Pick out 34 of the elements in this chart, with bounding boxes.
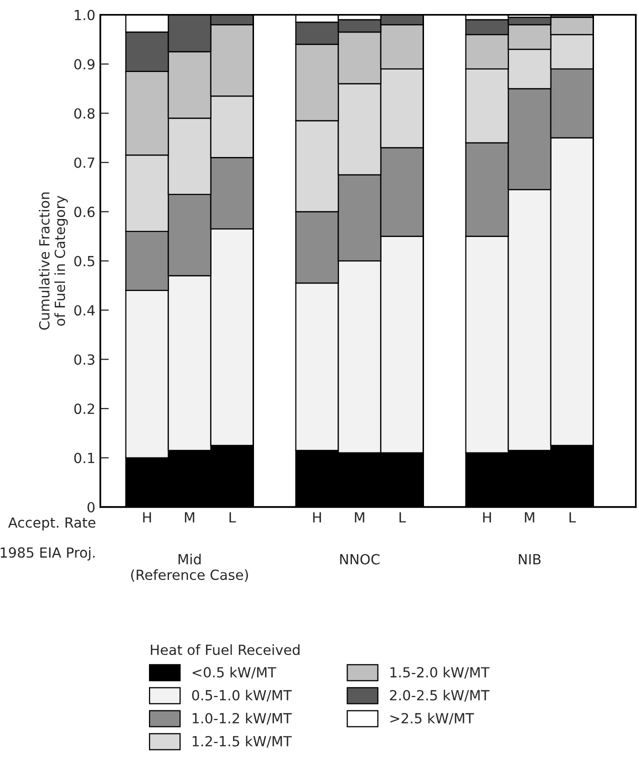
y-tick-label: 0.4 [74, 305, 95, 316]
legend-label: 2.0-2.5 kW/MT [390, 690, 490, 702]
legend-label: 1.2-1.5 kW/MT [192, 736, 292, 748]
y-tick-label: 0 [88, 502, 95, 512]
y-tick-label: 0.2 [74, 404, 94, 414]
x-tick-label: H [483, 512, 491, 522]
legend-label: 1.0-1.2 kW/MT [192, 712, 292, 725]
y-tick-label: 0.9 [74, 59, 94, 70]
y-tick-label: 1.0 [74, 10, 95, 20]
legend-label: >2.5 kW/MT [390, 712, 474, 725]
text: NNOC [340, 554, 380, 565]
x-tick-label: M [354, 512, 364, 522]
y-tick-label: 0.7 [74, 157, 94, 168]
y-tick-label: 0.8 [74, 108, 95, 119]
legend-title: Heat of Fuel Received [150, 644, 300, 656]
x-tick-label: H [143, 512, 151, 522]
x-tick-label: M [524, 512, 534, 522]
y-tick-label: 0.6 [74, 206, 95, 218]
text: Accept. Rate [8, 517, 96, 530]
x-tick-label: H [313, 512, 321, 522]
x-tick-label: L [230, 512, 236, 522]
x-tick-label: M [184, 512, 194, 522]
legend-label: <0.5 kW/MT [192, 666, 276, 679]
legend-label: 1.5-2.0 kW/MT [390, 666, 490, 679]
text: Mid (Reference Case) [131, 554, 248, 582]
y-tick-label: 0.3 [74, 354, 94, 365]
y-tick-label: 0.1 [74, 452, 94, 464]
y-tick-label: 0.5 [74, 256, 94, 266]
text: NIB [518, 554, 541, 564]
text: 1985 EIA Proj. [0, 547, 95, 560]
x-tick-label: L [400, 512, 406, 522]
x-tick-label: L [570, 512, 576, 522]
y-axis-title: Cumulative Fraction of Fuel in Category [38, 192, 68, 330]
legend-label: 0.5-1.0 kW/MT [192, 690, 292, 702]
